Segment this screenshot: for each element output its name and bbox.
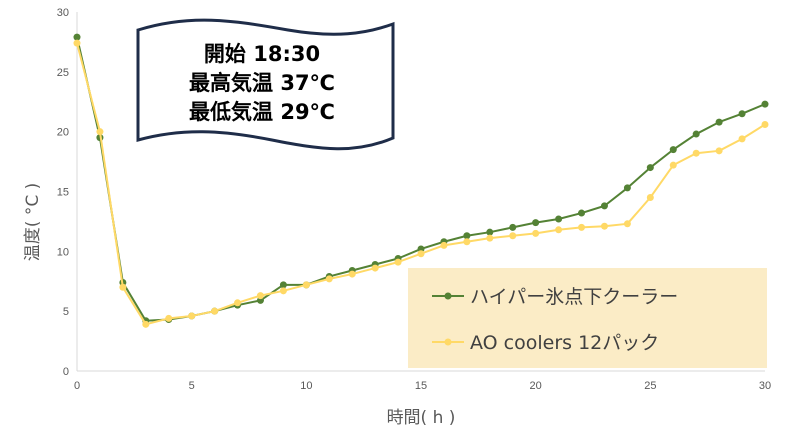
- data-point: [509, 223, 517, 231]
- data-point: [692, 130, 700, 138]
- data-point: [279, 287, 287, 295]
- data-point: [715, 118, 723, 126]
- data-point: [119, 283, 127, 291]
- tick-labels: 0 5 10 15 20 25 30 0 5 10 15 20 25 30: [57, 7, 771, 392]
- data-point: [555, 226, 563, 234]
- data-point: [578, 223, 586, 231]
- x-tick-label: 25: [644, 380, 656, 392]
- data-point: [256, 296, 264, 304]
- data-point: [692, 149, 700, 157]
- banner-line-max-temp: 最高気温 37℃: [189, 71, 335, 95]
- data-point: [463, 238, 471, 246]
- banner-shape: [136, 18, 395, 151]
- legend-box: [408, 268, 767, 368]
- x-tick-label: 0: [74, 380, 80, 392]
- data-point: [486, 228, 494, 236]
- data-point: [738, 110, 746, 118]
- data-point: [417, 250, 425, 258]
- y-tick-label: 15: [57, 187, 69, 199]
- data-point: [188, 312, 196, 320]
- legend-label-ao: AO coolers 12パック: [470, 332, 659, 354]
- data-point: [532, 229, 540, 237]
- x-tick-label: 15: [415, 380, 427, 392]
- data-point: [738, 135, 746, 143]
- axes: [76, 12, 765, 372]
- legend-marker-hyper: [444, 292, 452, 300]
- data-point: [761, 100, 769, 108]
- annotation-banner: 開始 18:30 最高気温 37℃ 最低気温 29℃: [136, 18, 395, 151]
- data-point: [669, 161, 677, 169]
- y-axis-title: 温度( °C ): [23, 183, 43, 261]
- x-tick-label: 30: [759, 380, 771, 392]
- y-tick-label: 10: [57, 246, 69, 258]
- data-point: [165, 314, 173, 322]
- banner-line-start: 開始 18:30: [204, 42, 320, 66]
- data-point: [600, 202, 608, 210]
- data-point: [73, 33, 81, 41]
- legend: ハイパー氷点下クーラー AO coolers 12パック: [408, 268, 767, 368]
- data-point: [761, 120, 769, 128]
- data-point: [646, 193, 654, 201]
- data-point: [302, 281, 310, 289]
- y-tick-label: 0: [63, 366, 69, 378]
- data-point: [669, 146, 677, 154]
- data-point: [440, 241, 448, 249]
- legend-marker-ao: [444, 338, 452, 346]
- x-tick-label: 5: [189, 380, 195, 392]
- data-point: [417, 245, 425, 253]
- data-point: [532, 219, 540, 227]
- legend-label-hyper: ハイパー氷点下クーラー: [470, 286, 678, 308]
- x-tick-label: 10: [300, 380, 312, 392]
- data-point: [715, 147, 723, 155]
- data-point: [211, 307, 219, 315]
- data-point: [234, 299, 242, 307]
- data-point: [256, 292, 264, 300]
- y-tick-label: 20: [57, 127, 69, 139]
- data-point: [600, 222, 608, 230]
- data-point: [555, 215, 563, 223]
- x-tick-label: 20: [530, 380, 542, 392]
- data-point: [394, 258, 402, 266]
- data-point: [142, 320, 150, 328]
- series-1: [73, 39, 769, 328]
- data-point: [371, 264, 379, 272]
- series-layer: [73, 33, 769, 328]
- data-point: [463, 232, 471, 240]
- data-point: [509, 232, 517, 240]
- data-point: [578, 209, 586, 217]
- y-tick-label: 30: [57, 7, 69, 19]
- data-point: [279, 281, 287, 289]
- data-point: [96, 128, 104, 136]
- y-tick-label: 5: [63, 306, 69, 318]
- x-axis-title: 時間( h ): [387, 408, 456, 428]
- data-point: [348, 270, 356, 278]
- data-point: [646, 164, 654, 172]
- data-point: [623, 220, 631, 228]
- data-point: [623, 184, 631, 192]
- y-tick-label: 25: [57, 67, 69, 79]
- banner-line-min-temp: 最低気温 29℃: [189, 100, 335, 124]
- data-point: [325, 275, 333, 283]
- data-point: [73, 39, 81, 47]
- data-point: [486, 234, 494, 242]
